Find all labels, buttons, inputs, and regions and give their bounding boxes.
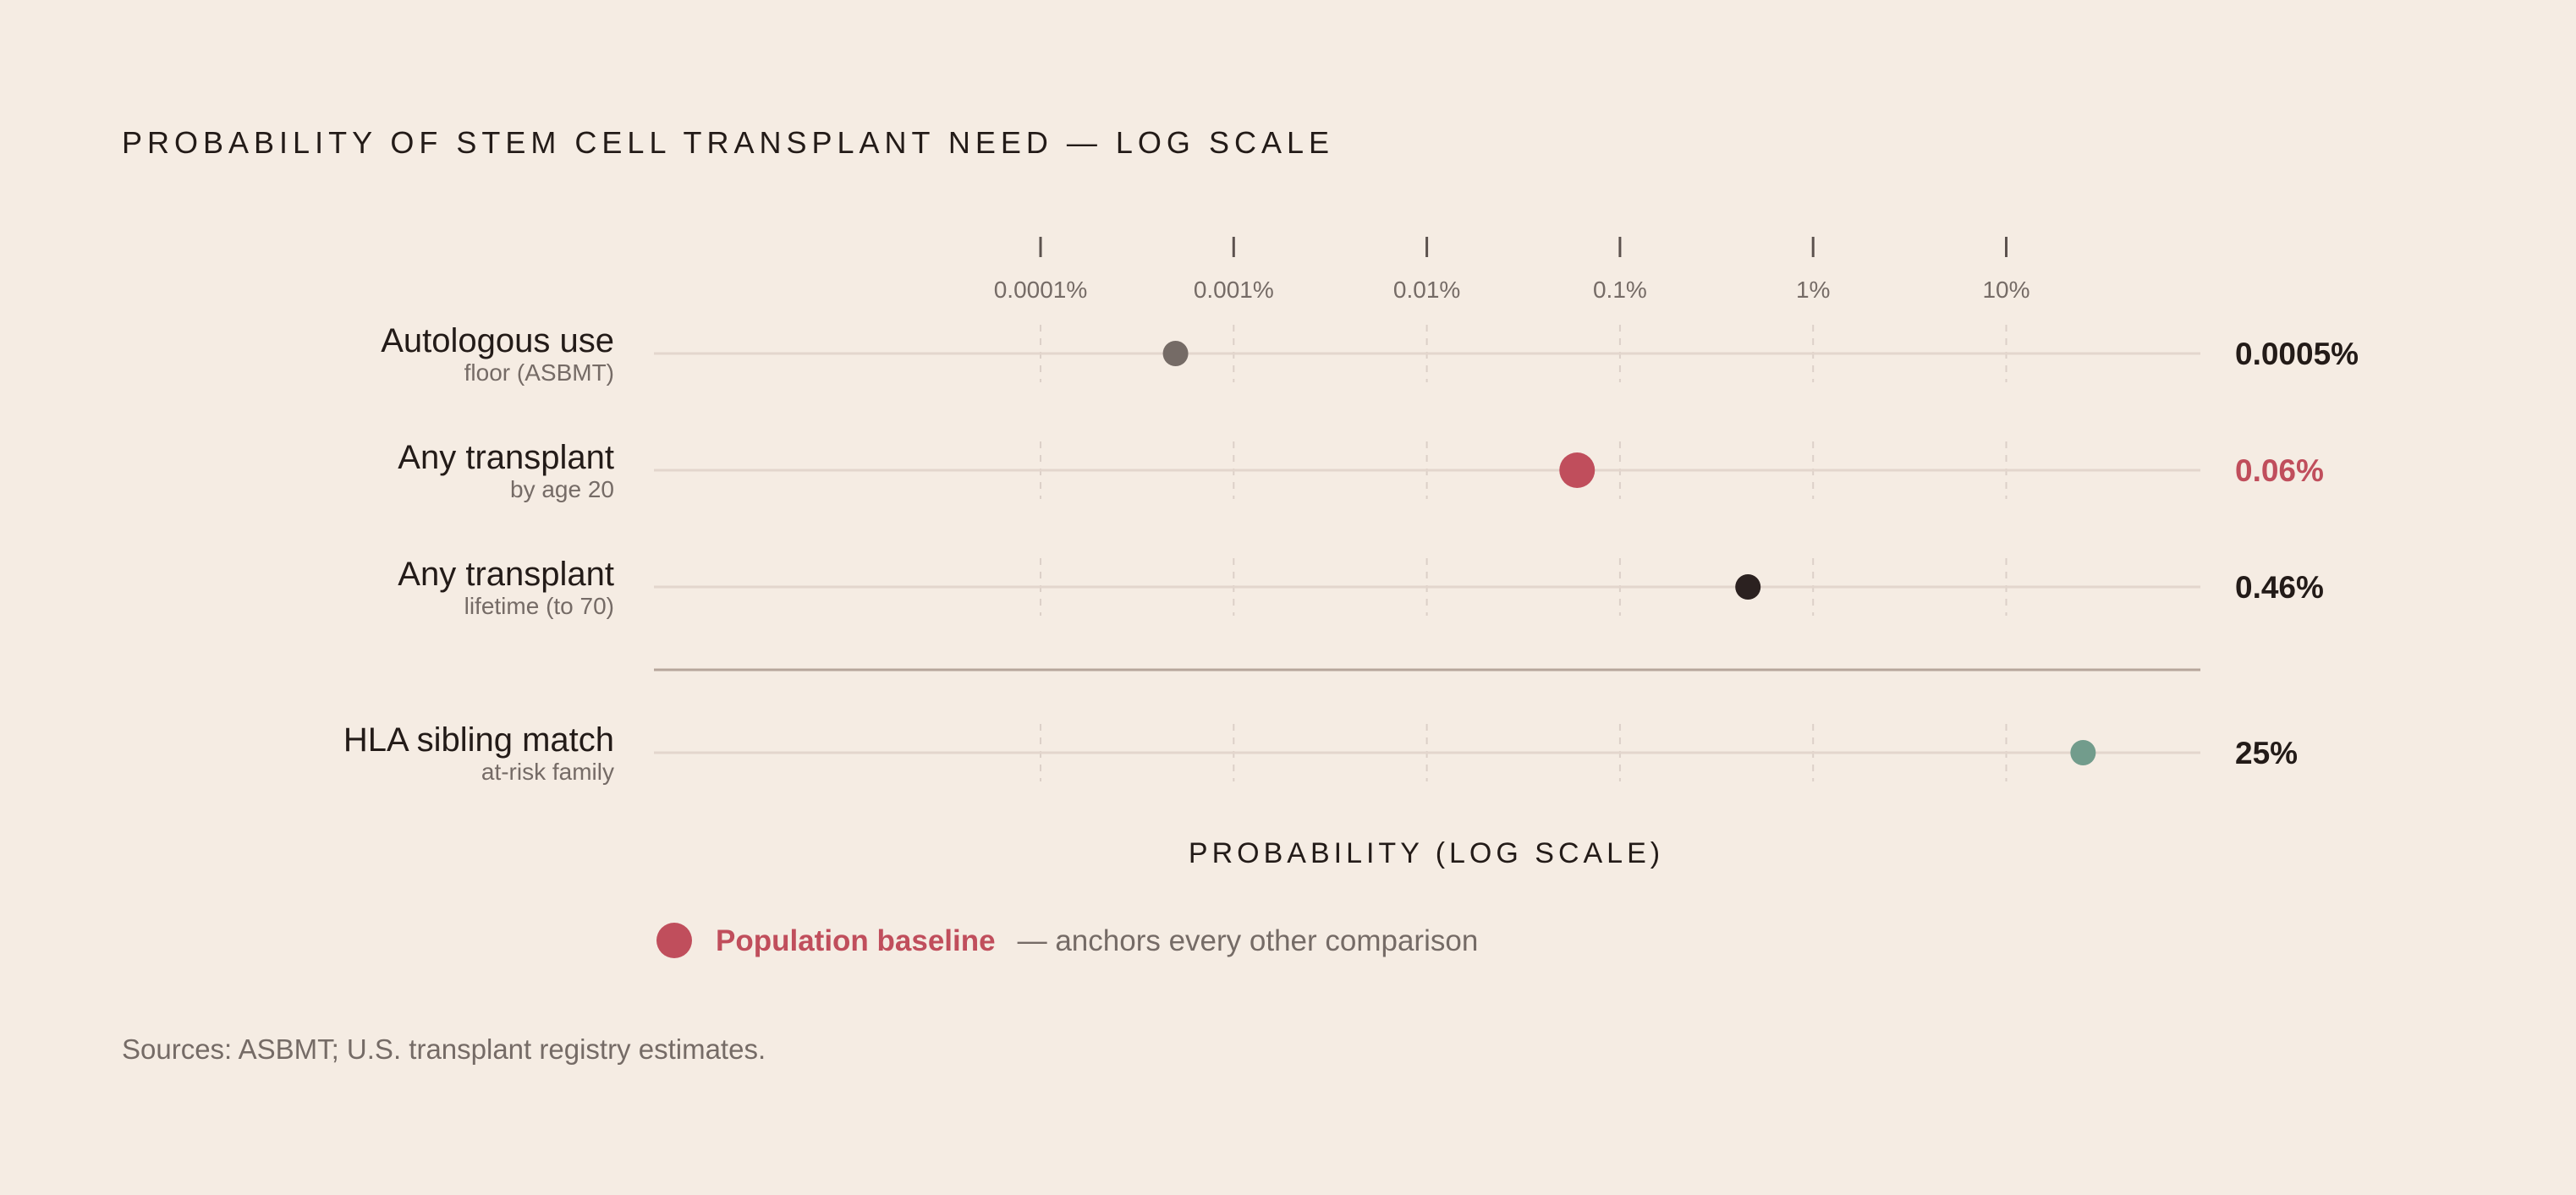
- value-label: 0.0005%: [2235, 337, 2359, 371]
- x-axis-title: PROBABILITY (LOG SCALE): [1189, 837, 1664, 869]
- chart-title: PROBABILITY OF STEM CELL TRANSPLANT NEED…: [122, 125, 1334, 160]
- data-point: [2070, 740, 2096, 765]
- data-point: [1162, 341, 1189, 366]
- x-tick-label: 0.01%: [1393, 277, 1460, 303]
- value-label: 0.06%: [2235, 453, 2324, 488]
- row-sublabel: lifetime (to 70): [464, 593, 614, 619]
- row-sublabel: by age 20: [510, 476, 614, 502]
- row-label: Any transplant: [398, 556, 614, 593]
- grid-layer: [654, 325, 2200, 781]
- row-label: HLA sibling match: [343, 721, 614, 759]
- legend-note: — anchors every other comparison: [1018, 924, 1479, 957]
- sources-note: Sources: ASBMT; U.S. transplant registry…: [122, 1033, 766, 1065]
- row-sublabel: floor (ASBMT): [464, 359, 614, 386]
- value-label: 0.46%: [2235, 570, 2324, 605]
- row-sublabel: at-risk family: [481, 759, 614, 785]
- value-label: 25%: [2235, 736, 2298, 770]
- x-tick-label: 10%: [1982, 277, 2029, 303]
- legend: Population baseline — anchors every othe…: [656, 923, 1478, 958]
- legend-label: Population baseline: [716, 924, 996, 957]
- row-label: Any transplant: [398, 439, 614, 476]
- row-label: Autologous use: [381, 322, 614, 359]
- data-point: [1559, 452, 1596, 488]
- legend-marker: [656, 923, 692, 958]
- x-axis: 0.0001% 0.001% 0.01% 0.1% 1% 10%: [994, 237, 2030, 303]
- x-tick-label: 0.1%: [1593, 277, 1647, 303]
- x-tick-label: 0.001%: [1194, 277, 1274, 303]
- x-tick-label: 0.0001%: [994, 277, 1088, 303]
- data-point: [1735, 574, 1761, 600]
- x-tick-label: 1%: [1796, 277, 1830, 303]
